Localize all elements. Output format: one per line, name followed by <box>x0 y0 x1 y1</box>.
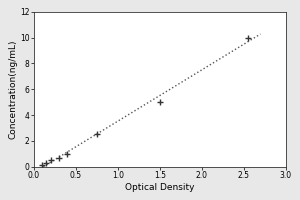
Y-axis label: Concentration(ng/mL): Concentration(ng/mL) <box>8 40 17 139</box>
X-axis label: Optical Density: Optical Density <box>125 183 194 192</box>
